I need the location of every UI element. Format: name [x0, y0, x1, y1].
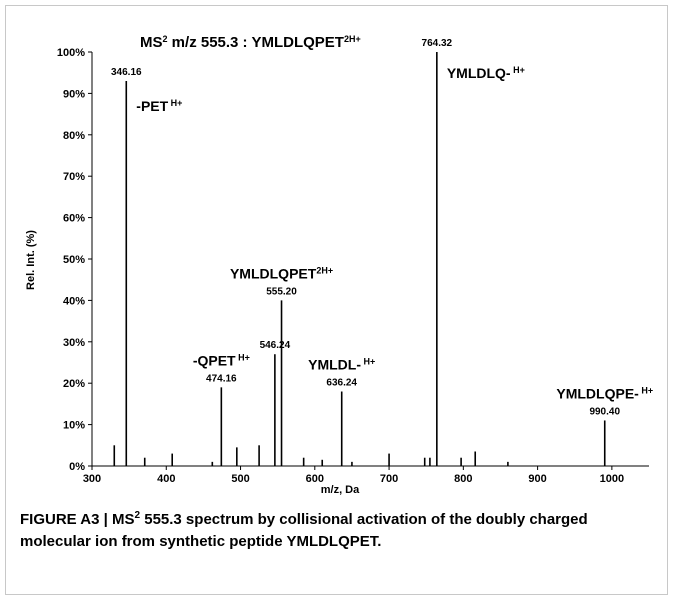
ion-label: -QPET H+ [193, 352, 250, 368]
ion-charge: H+ [236, 352, 250, 362]
y-tick-label: 30% [63, 337, 85, 349]
y-tick-label: 100% [57, 47, 85, 59]
title-sup: 2 [163, 34, 168, 44]
title-sup: 2H+ [344, 34, 361, 44]
mz-label: 990.40 [589, 406, 620, 417]
x-axis-label: m/z, Da [321, 484, 360, 496]
ion-text: YMLDLQ- [447, 65, 511, 81]
mz-label: 546.24 [260, 340, 291, 351]
ion-text: YMLDLQPE- [556, 385, 639, 401]
caption-part: FIGURE A3 | MS [20, 511, 135, 528]
mz-label: 474.16 [206, 373, 237, 384]
y-tick-label: 10% [63, 420, 85, 432]
title-part: MS [140, 34, 163, 51]
y-tick-label: 20% [63, 378, 85, 390]
mz-label: 636.24 [326, 377, 357, 388]
y-tick-label: 80% [63, 130, 85, 142]
ion-label: -PET H+ [136, 98, 182, 114]
mz-label: 346.16 [111, 67, 142, 78]
x-tick-label: 500 [231, 473, 249, 485]
caption: FIGURE A3 | MS2 555.3 spectrum by collis… [20, 509, 660, 553]
chart-title: MS2 m/z 555.3 : YMLDLQPET2H+ [140, 34, 361, 51]
ion-charge: H+ [361, 356, 375, 366]
caption-sup: 2 [134, 510, 141, 521]
mz-label: 764.32 [422, 38, 453, 49]
chart: MS2 m/z 555.3 : YMLDLQPET2H+ m/z, Da Rel… [25, 34, 653, 496]
ion-charge: 2H+ [316, 265, 333, 275]
x-tick-label: 400 [157, 473, 175, 485]
ion-label: YMLDLQPE- H+ [556, 385, 653, 401]
y-tick-label: 0% [69, 461, 85, 473]
ion-label: YMLDLQPET2H+ [230, 265, 333, 281]
ion-charge: H+ [168, 98, 182, 108]
figure-frame [5, 5, 668, 595]
ion-label: YMLDL- H+ [308, 356, 375, 372]
ion-text: -PET [136, 98, 168, 114]
y-tick-label: 40% [63, 295, 85, 307]
x-tick-label: 900 [528, 473, 546, 485]
y-tick-label: 60% [63, 213, 85, 225]
y-tick-label: 90% [63, 88, 85, 100]
mz-label: 555.20 [266, 286, 297, 297]
ion-text: YMLDL- [308, 356, 361, 372]
y-tick-label: 50% [63, 254, 85, 266]
y-axis-label: Rel. Int. (%) [25, 230, 37, 290]
ion-label: YMLDLQ- H+ [447, 65, 525, 81]
x-tick-label: 300 [83, 473, 101, 485]
ion-charge: H+ [639, 385, 653, 395]
x-tick-label: 600 [306, 473, 324, 485]
ion-text: YMLDLQPET [230, 265, 317, 281]
ion-text: -QPET [193, 352, 236, 368]
x-tick-label: 1000 [600, 473, 624, 485]
x-tick-label: 700 [380, 473, 398, 485]
ion-charge: H+ [511, 65, 525, 75]
title-part: m/z 555.3 : YMLDLQPET [168, 34, 344, 51]
caption-part: 555.3 spectrum by collisional activation… [20, 511, 588, 550]
x-tick-label: 800 [454, 473, 472, 485]
y-tick-label: 70% [63, 171, 85, 183]
